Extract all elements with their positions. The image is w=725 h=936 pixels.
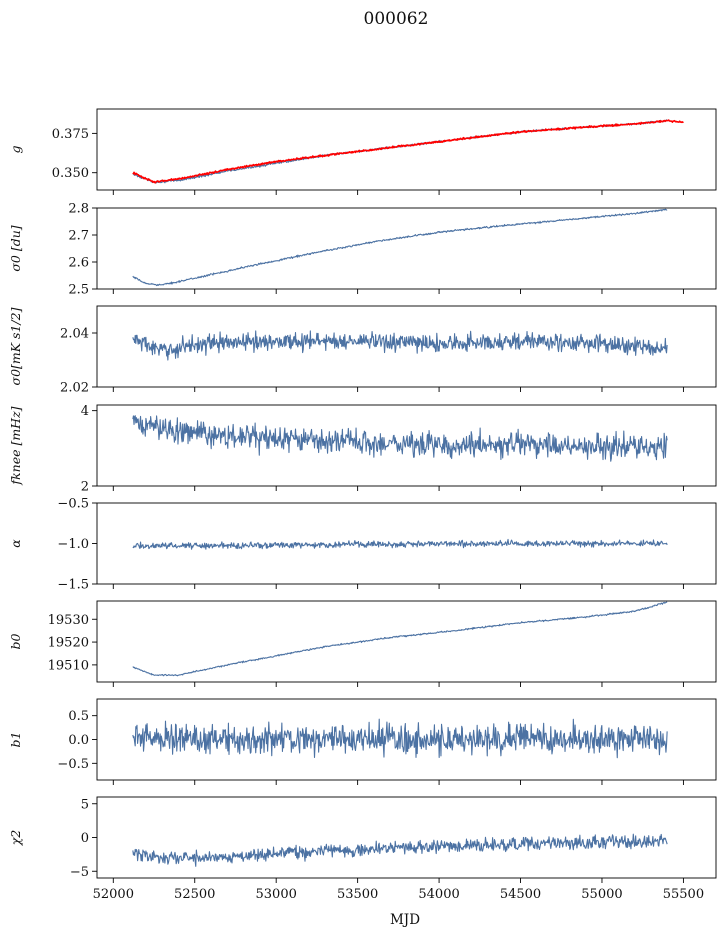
y-axis-label: b1	[8, 732, 23, 748]
y-axis-label: σ0 [du]	[8, 225, 23, 271]
y-tick-label: 0.350	[52, 166, 89, 181]
y-tick-label: 0.375	[52, 127, 89, 142]
panel-fknee: 2 4 fknee [mHz]	[8, 404, 717, 495]
x-tick-label: 55500	[663, 887, 704, 902]
series-line	[132, 601, 668, 677]
figure-title: 000062	[364, 9, 429, 29]
panel-frame	[96, 305, 717, 388]
y-tick-label: 0	[81, 831, 89, 846]
y-axis-label: χ2	[8, 830, 23, 847]
panel-b1-series	[132, 718, 668, 759]
y-axis-label: σ0[mK s1/2]	[8, 307, 23, 385]
panel-b0-series	[132, 601, 668, 677]
y-tick-label: 2.04	[60, 327, 89, 342]
panel-chi2: −5 0 5 χ2	[8, 796, 717, 883]
panel-frame	[96, 108, 717, 191]
y-tick-label: 2.5	[68, 283, 89, 298]
series-line	[132, 415, 668, 462]
panel-frame	[96, 600, 717, 683]
panel-g: 0.350 0.375 g	[8, 108, 717, 195]
x-tick-labels: 52000 52500 53000 53500 54000 54500 55000 55500	[93, 887, 704, 902]
x-tick-label: 54500	[500, 887, 541, 902]
y-tick-label: −0.5	[57, 757, 89, 772]
panels: 0.350 0.375 g 2.5 2.6 2.7 2.8 σ0 [du] 2.02 2.04 σ0…	[8, 108, 717, 883]
y-tick-label: −1.0	[57, 537, 89, 552]
series-line	[132, 208, 668, 287]
panel-alpha-series	[132, 538, 668, 550]
y-axis-label: fknee [mHz]	[8, 406, 23, 485]
series-line	[132, 538, 668, 550]
panel-sigma0-mk-series	[132, 330, 668, 361]
x-tick-label: 52500	[174, 887, 215, 902]
panel-b0: 19510 19520 19530 b0	[8, 600, 717, 687]
panel-frame	[96, 207, 717, 290]
series-line	[132, 330, 668, 361]
panel-b1: −0.5 0.0 0.5 b1	[8, 698, 717, 785]
series-line	[132, 718, 668, 759]
panel-sigma0-du: 2.5 2.6 2.7 2.8 σ0 [du]	[8, 202, 717, 298]
x-tick-label: 54000	[418, 887, 459, 902]
y-tick-label: 2.6	[68, 256, 89, 271]
y-tick-label: 19520	[48, 636, 89, 651]
x-tick-label: 52000	[93, 887, 134, 902]
x-axis-label: MJD	[390, 912, 420, 928]
series-line	[132, 119, 684, 184]
y-axis-label: α	[8, 539, 23, 548]
x-tick-label: 53000	[256, 887, 297, 902]
panel-sigma0-du-series	[132, 208, 668, 287]
y-tick-label: 2.02	[60, 381, 89, 396]
x-tick-label: 55000	[581, 887, 622, 902]
x-tick-label: 53500	[337, 887, 378, 902]
y-tick-label: −5	[70, 865, 89, 880]
y-tick-label: −0.5	[57, 497, 89, 512]
y-axis-label: g	[8, 145, 23, 153]
y-tick-label: 0.0	[68, 733, 89, 748]
y-tick-label: 2.7	[68, 229, 89, 244]
y-tick-label: 19530	[48, 613, 89, 628]
panel-alpha: −1.5 −1.0 −0.5 α	[8, 497, 717, 593]
panel-chi2-series	[132, 833, 668, 867]
y-tick-label: 5	[81, 797, 89, 812]
y-axis-label: b0	[8, 633, 23, 649]
y-tick-label: 2	[81, 480, 89, 495]
series-line	[132, 833, 668, 867]
y-tick-label: 4	[81, 404, 89, 419]
y-tick-label: −1.5	[57, 578, 89, 593]
y-tick-label: 0.5	[68, 709, 89, 724]
y-tick-label: 19510	[48, 658, 89, 673]
panel-g-series	[132, 119, 684, 184]
panel-frame	[96, 404, 717, 487]
y-tick-label: 2.8	[68, 202, 89, 217]
panel-fknee-series	[132, 415, 668, 462]
panel-sigma0-mk: 2.02 2.04 σ0[mK s1/2]	[8, 305, 717, 396]
panel-frame	[96, 796, 717, 879]
